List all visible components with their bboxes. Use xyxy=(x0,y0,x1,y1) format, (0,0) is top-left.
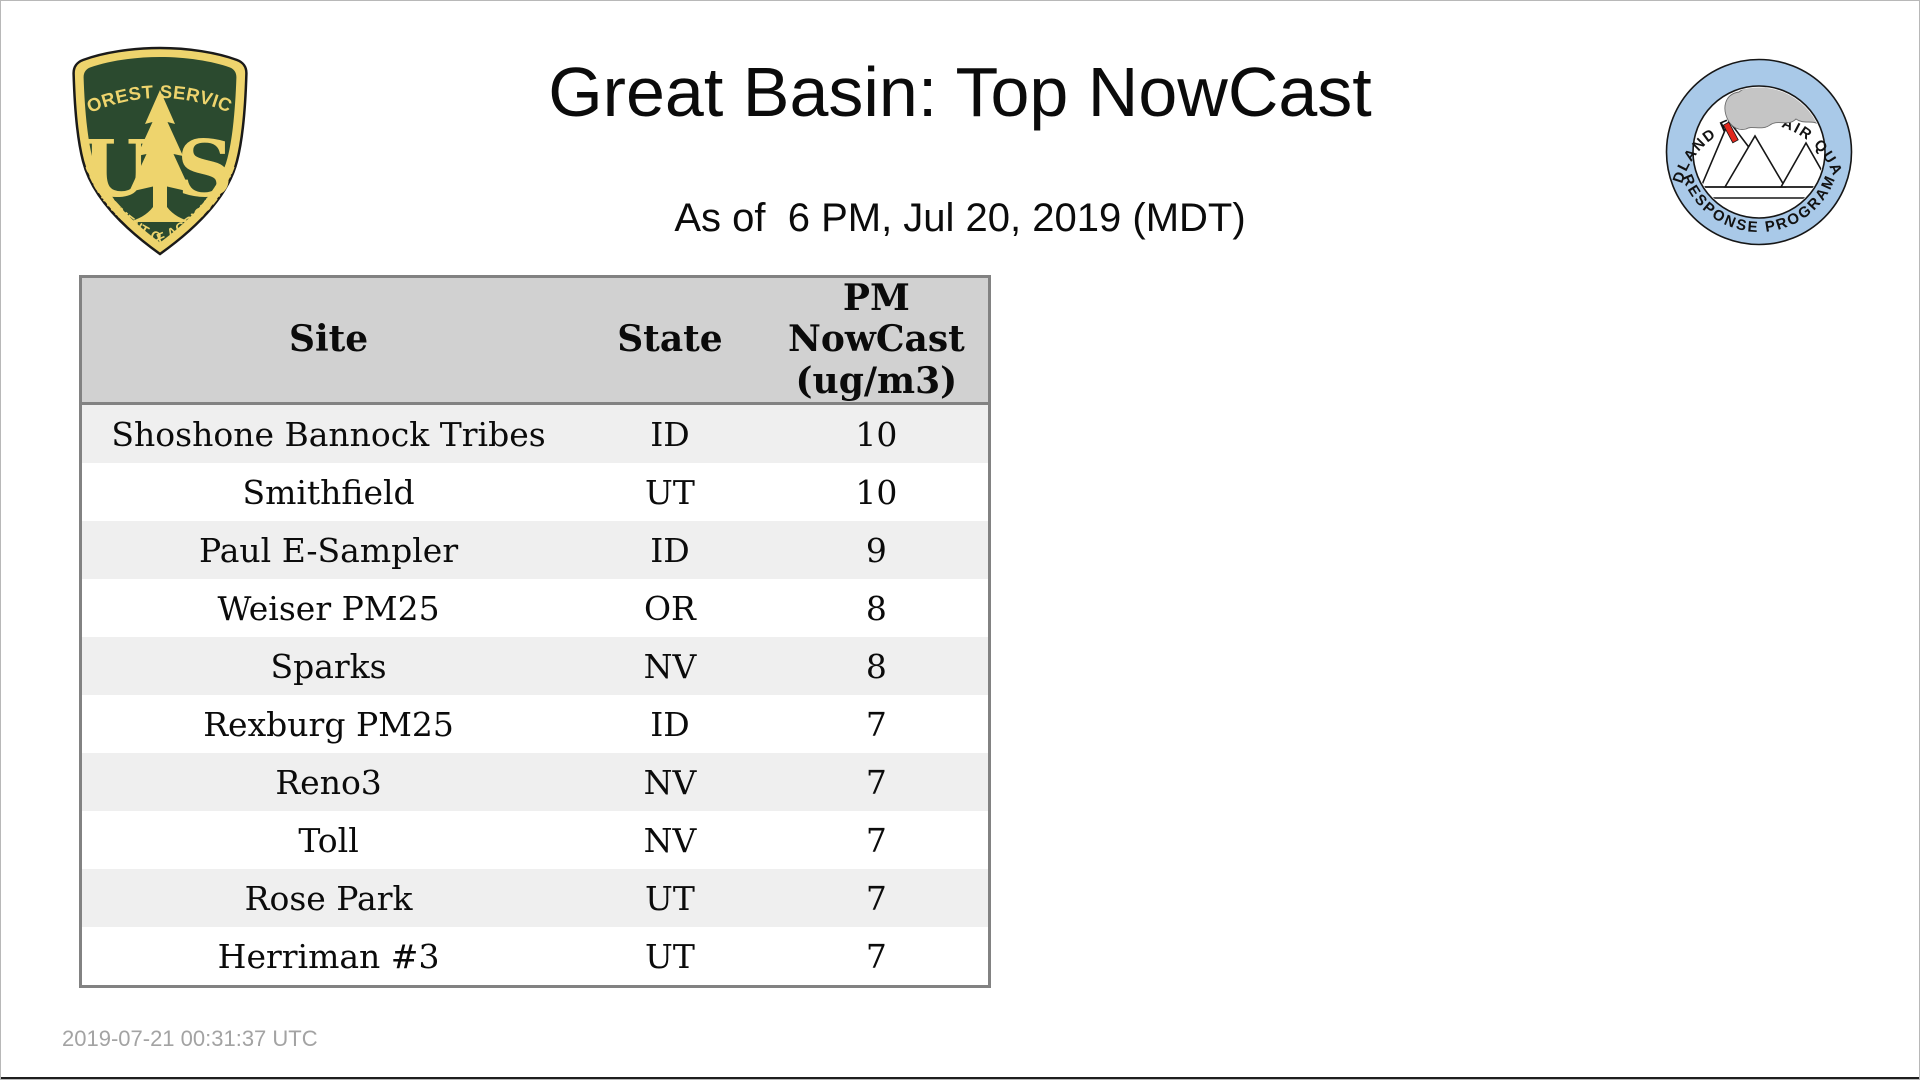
shield-letter-s: S xyxy=(177,124,233,215)
wildland-fire-air-quality-badge-icon: WILDLAND FIRE • AIR QUALITY RESPONSE PRO… xyxy=(1663,56,1853,246)
table-row: Reno3 NV 7 xyxy=(80,753,990,812)
state-cell: UT xyxy=(645,472,695,512)
value-cell: 8 xyxy=(865,588,887,628)
site-cell: Rose Park xyxy=(244,878,413,918)
state-cell: ID xyxy=(650,704,690,744)
forest-service-logo-icon: FOREST SERVICE U S DEPARTMENT OF AGRICUL… xyxy=(66,44,248,256)
value-cell: 10 xyxy=(855,472,898,512)
state-cell: OR xyxy=(643,588,696,628)
table-row: Smithfield UT 10 xyxy=(80,463,990,522)
value-cell: 10 xyxy=(855,414,898,454)
column-header-pm-nowcast: PM NowCast (ug/m3) xyxy=(764,276,990,406)
site-cell: Reno3 xyxy=(275,762,382,802)
pine-tree-icon xyxy=(128,90,192,222)
table-row: Rexburg PM25 ID 7 xyxy=(80,695,990,754)
shield-letter-u: U xyxy=(82,124,150,215)
table-row: Toll NV 7 xyxy=(80,811,990,870)
site-cell: Shoshone Bannock Tribes xyxy=(111,414,546,454)
value-cell: 7 xyxy=(865,762,887,802)
value-cell: 9 xyxy=(865,530,887,570)
site-cell: Rexburg PM25 xyxy=(203,704,454,744)
page-subtitle: As of 6 PM, Jul 20, 2019 (MDT) xyxy=(674,196,1246,240)
table-row: Sparks NV 8 xyxy=(80,637,990,696)
table-row: Shoshone Bannock Tribes ID 10 xyxy=(80,403,990,464)
state-cell: ID xyxy=(650,414,690,454)
page-title: Great Basin: Top NowCast xyxy=(548,53,1372,131)
table-header: Site State PM NowCast (ug/m3) xyxy=(80,276,990,406)
site-cell: Herriman #3 xyxy=(217,936,440,976)
table-row: Rose Park UT 7 xyxy=(80,869,990,928)
site-cell: Paul E-Sampler xyxy=(199,530,459,570)
flame-mark xyxy=(1722,121,1739,144)
site-cell: Smithfield xyxy=(242,472,415,512)
state-cell: UT xyxy=(645,936,695,976)
state-cell: NV xyxy=(643,646,697,686)
value-cell: 7 xyxy=(865,878,887,918)
table-row: Paul E-Sampler ID 9 xyxy=(80,521,990,580)
generated-timestamp: 2019-07-21 00:31:37 UTC xyxy=(62,1026,318,1051)
value-cell: 7 xyxy=(865,820,887,860)
state-cell: NV xyxy=(643,762,697,802)
site-cell: Toll xyxy=(298,820,359,860)
column-header-site: Site xyxy=(80,276,576,406)
state-cell: ID xyxy=(650,530,690,570)
value-cell: 7 xyxy=(865,704,887,744)
site-cell: Sparks xyxy=(270,646,387,686)
table-row: Weiser PM25 OR 8 xyxy=(80,579,990,638)
state-cell: NV xyxy=(643,820,697,860)
table-row: Herriman #3 UT 7 xyxy=(80,927,990,987)
state-cell: UT xyxy=(645,878,695,918)
column-header-state: State xyxy=(575,276,765,406)
value-cell: 7 xyxy=(865,936,887,976)
nowcast-table: Site State PM NowCast (ug/m3) Shoshone B… xyxy=(79,275,991,989)
value-cell: 8 xyxy=(865,646,887,686)
site-cell: Weiser PM25 xyxy=(217,588,440,628)
